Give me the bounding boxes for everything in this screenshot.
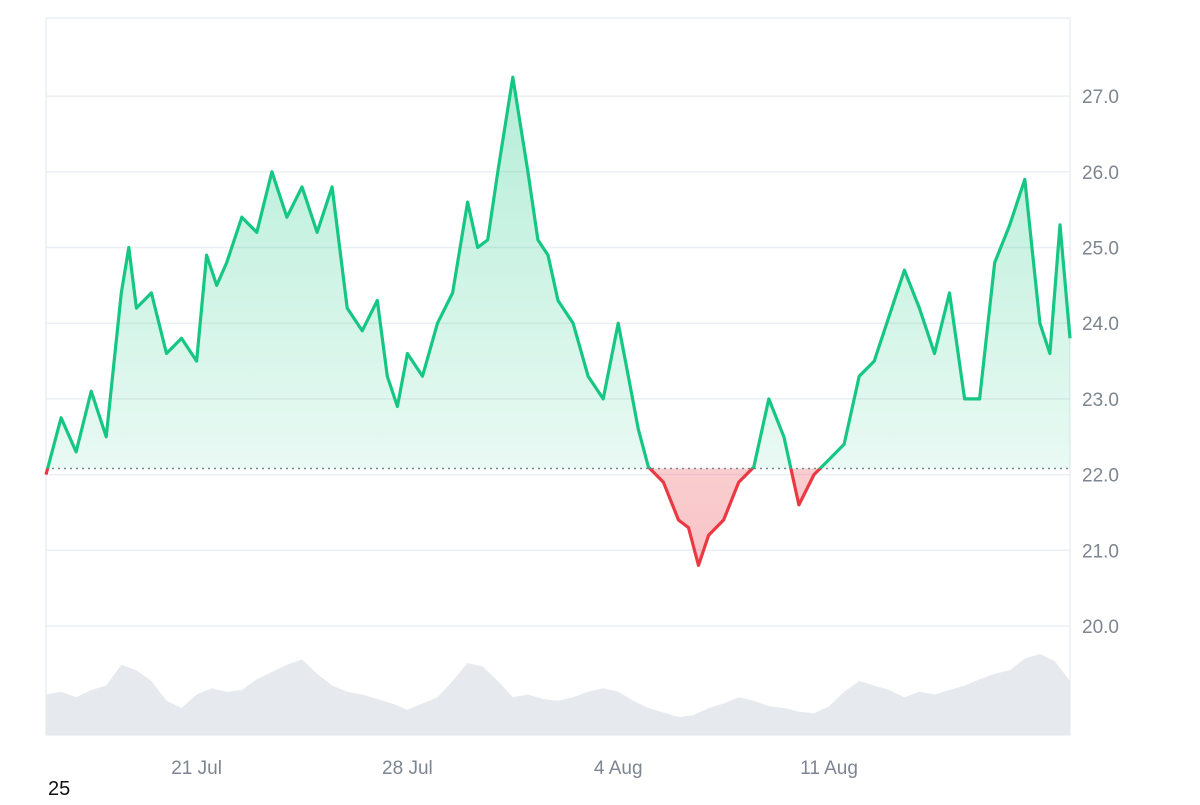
price-area — [46, 77, 1070, 566]
x-axis-ticks: 21 Jul 28 Jul 4 Aug 11 Aug — [171, 758, 858, 779]
price-line[interactable] — [44, 75, 1072, 567]
y-tick-label: 25.0 — [1082, 239, 1119, 260]
y-axis-ticks: 20.0 21.0 22.0 23.0 24.0 25.0 26.0 27.0 — [1082, 87, 1119, 638]
y-tick-label: 24.0 — [1082, 314, 1119, 335]
price-line-up[interactable] — [45, 75, 1072, 565]
volume-shape — [46, 654, 1070, 735]
volume-area — [46, 654, 1070, 735]
x-tick-label: 4 Aug — [594, 758, 643, 779]
y-tick-label: 20.0 — [1082, 617, 1119, 638]
x-tick-label: 11 Aug — [800, 758, 858, 779]
y-tick-label: 22.0 — [1082, 466, 1119, 487]
y-tick-label: 27.0 — [1082, 87, 1119, 108]
x-tick-label: 21 Jul — [171, 758, 222, 779]
y-tick-label: 23.0 — [1082, 390, 1119, 411]
area-above-baseline — [46, 77, 1070, 469]
y-tick-label: 26.0 — [1082, 163, 1119, 184]
y-tick-label: 21.0 — [1082, 541, 1119, 562]
corner-label: 25 — [48, 778, 71, 800]
x-tick-label: 28 Jul — [382, 758, 433, 779]
